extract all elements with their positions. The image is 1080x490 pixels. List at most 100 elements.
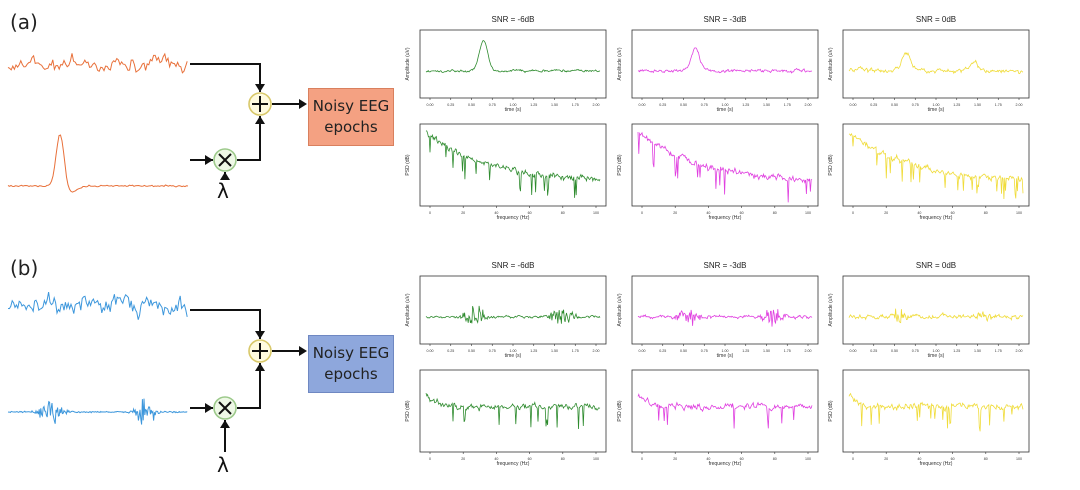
subplot-1-0-freq-trace (425, 392, 601, 430)
plus-icon-b (252, 343, 268, 359)
subplot-0-1-time-trace (637, 47, 813, 74)
subplot-0-2-time-xtick-label: 0.75 (912, 103, 919, 107)
subplot-0-0-time-xtick-label: 0.00 (427, 103, 434, 107)
subplot-1-2-freq-xlabel: frequency (Hz) (920, 461, 953, 467)
eeg-signal-a (7, 52, 188, 74)
subplot-1-2-time-xtick-label: 0.75 (912, 349, 919, 353)
subplot-1-0-freq-xtick-label: 80 (561, 457, 565, 461)
subplot-0-0-time-xtick-label: 1.75 (572, 103, 579, 107)
subplot-1-1-time-xtick-label: 1.00 (722, 349, 729, 353)
subplot-1-0-freq-xtick-label: 100 (593, 457, 599, 461)
subplot-1-1-freq-xtick-label: 60 (740, 457, 744, 461)
subplot-1-2-time-xtick-label: 2.00 (1016, 349, 1023, 353)
subplot-1-0-freq-ylabel: PSD (dB) (405, 400, 411, 421)
subplot-1-2-title: SNR = 0dB (916, 261, 956, 270)
subplot-0-2-freq-xtick-label: 100 (1016, 211, 1022, 215)
subplot-0-1-time-xtick-label: 1.25 (742, 103, 749, 107)
arrow-to-box-b (299, 346, 307, 356)
subplot-1-0-freq-xtick-label: 0 (429, 457, 431, 461)
subplot-1-1-time-xlabel: time (s) (717, 353, 734, 359)
subplot-0-2-time-trace (848, 51, 1024, 75)
subplot-1-1-freq-xtick-label: 80 (773, 457, 777, 461)
subplot-0-0-time-xtick-label: 1.00 (510, 103, 517, 107)
subplot-1-0-time-frame (419, 275, 607, 345)
subplot-0-2-freq-frame (842, 123, 1030, 207)
subplot-0-2-time-xtick-label: 1.75 (995, 103, 1002, 107)
subplot-0-0-time-xtick-label: 0.50 (468, 103, 475, 107)
subplot-1-1-freq-xtick-label: 0 (641, 457, 643, 461)
subplot-0-1-title: SNR = -3dB (704, 15, 747, 24)
subplot-0-0-freq-xtick-label: 80 (561, 211, 565, 215)
subplot-0-2-freq-xtick-label: 80 (984, 211, 988, 215)
subplot-0-1-time-xtick-label: 0.50 (680, 103, 687, 107)
subplot-1-2-time-xlabel: time (s) (928, 353, 945, 359)
subplot-0-1-freq-xtick-label: 60 (740, 211, 744, 215)
subplot-1-1-freq-frame (631, 369, 819, 453)
subplot-0-0-time-ylabel: Amplitude (uV) (405, 47, 411, 80)
subplot-0-0-time-xlabel: time (s) (505, 107, 522, 113)
subplot-1-2-time-frame (842, 275, 1030, 345)
subplot-0-2-time-xtick-label: 1.50 (974, 103, 981, 107)
eeg-signal-b (7, 292, 188, 320)
subplot-0-1-freq-ylabel: PSD (dB) (617, 154, 623, 175)
subplot-0-1-time-xtick-label: 0.75 (701, 103, 708, 107)
subplot-0-1-freq-xtick-label: 100 (805, 211, 811, 215)
subplot-0-0-time-trace (425, 40, 601, 74)
arrow-to-sum-top-a (255, 84, 265, 92)
plus-icon-a (252, 96, 268, 112)
subplot-0-0-time-xtick-label: 0.75 (489, 103, 496, 107)
subplot-0-2-time-ylabel: Amplitude (uV) (828, 47, 834, 80)
subplot-0-2-title: SNR = 0dB (916, 15, 956, 24)
panel-a-label: (a) (10, 10, 38, 34)
subplot-1-2-freq-frame (842, 369, 1030, 453)
subplot-0-1-freq-trace (637, 131, 813, 203)
subplot-1-1-time-xtick-label: 1.50 (763, 349, 770, 353)
subplot-1-0-time-trace (425, 305, 601, 324)
subplot-1-2-freq-xtick-label: 40 (917, 457, 921, 461)
subplot-0-1-freq-xtick-label: 80 (773, 211, 777, 215)
subplot-0-0-freq-xtick-label: 0 (429, 211, 431, 215)
subplot-1-1-freq-xtick-label: 40 (706, 457, 710, 461)
wire-top-b (190, 309, 261, 339)
subplot-0-2-freq-xtick-label: 60 (951, 211, 955, 215)
subplot-1-2-freq-xtick-label: 0 (852, 457, 854, 461)
subplot-1-1-time-frame (631, 275, 819, 345)
artifact-signal-b (7, 398, 188, 425)
subplot-1-2-freq-ylabel: PSD (dB) (828, 400, 834, 421)
subplot-0-1-freq-xtick-label: 20 (673, 211, 677, 215)
subplot-0-0-freq-trace (425, 130, 601, 198)
subplot-1-0-title: SNR = -6dB (492, 261, 535, 270)
subplot-1-1-time-trace (637, 309, 813, 327)
times-icon-b (218, 401, 232, 415)
subplot-1-0-time-xtick-label: 1.50 (551, 349, 558, 353)
arrow-to-sum-top-b (255, 331, 265, 339)
subplot-1-2-freq-xtick-label: 80 (984, 457, 988, 461)
subplot-1-0-time-xtick-label: 0.00 (427, 349, 434, 353)
subplot-0-0-freq-xtick-label: 60 (528, 211, 532, 215)
subplot-1-0-freq-frame (419, 369, 607, 453)
subplot-1-1-time-xtick-label: 0.75 (701, 349, 708, 353)
subplot-0-0-freq-xtick-label: 40 (494, 211, 498, 215)
subplot-0-2-freq-ylabel: PSD (dB) (828, 154, 834, 175)
subplot-1-1-time-xtick-label: 1.25 (742, 349, 749, 353)
subplot-0-2-time-frame (842, 29, 1030, 99)
subplot-0-0-title: SNR = -6dB (492, 15, 535, 24)
subplot-1-2-time-xtick-label: 0.50 (891, 349, 898, 353)
subplot-1-2-time-xtick-label: 1.50 (974, 349, 981, 353)
subplot-1-1-time-xtick-label: 0.50 (680, 349, 687, 353)
subplot-1-1-time-ylabel: Amplitude (uV) (617, 293, 623, 326)
subplot-1-0-freq-xlabel: frequency (Hz) (497, 461, 530, 467)
subplot-1-2-time-xtick-label: 0.00 (850, 349, 857, 353)
subplot-0-2-freq-trace (848, 132, 1024, 200)
panel-b-label: (b) (10, 256, 39, 280)
arrow-to-mul-a (205, 155, 213, 165)
subplot-1-0-time-xtick-label: 1.75 (572, 349, 579, 353)
subplot-1-2-freq-xtick-label: 60 (951, 457, 955, 461)
arrow-lambda-a (220, 172, 230, 180)
subplot-1-0-time-ylabel: Amplitude (uV) (405, 293, 411, 326)
arrow-to-box-a (299, 99, 307, 109)
subplot-0-2-freq-xtick-label: 20 (884, 211, 888, 215)
subplot-0-1-freq-xtick-label: 40 (706, 211, 710, 215)
subplot-0-1-time-xtick-label: 0.25 (659, 103, 666, 107)
subplot-1-1-time-xtick-label: 1.75 (784, 349, 791, 353)
